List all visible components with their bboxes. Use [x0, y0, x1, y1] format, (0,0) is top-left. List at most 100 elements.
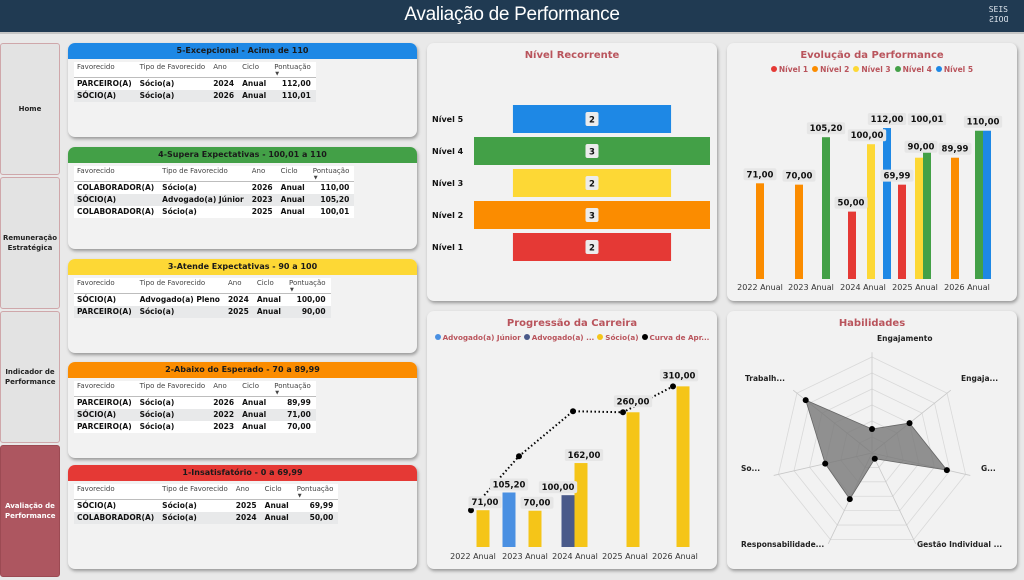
column-header[interactable]: Favorecido [74, 62, 137, 78]
radar-axis-label: G... [981, 464, 996, 473]
funnel-value-bg [585, 176, 599, 190]
table-cell: 50,00 [293, 512, 339, 524]
evolucao-data-label-bg [782, 169, 816, 182]
progressao-bar-junior[interactable] [502, 492, 516, 547]
legend-item[interactable]: Advogado(a) Júnior [434, 333, 521, 342]
table-row[interactable]: COLABORADOR(A) Sócio(a) 2026 Anual 110,00 [74, 181, 355, 194]
column-header-label: Ciclo [242, 382, 260, 390]
evolucao-bar-nível-2[interactable] [951, 157, 959, 279]
table-row[interactable]: SÓCIO(A) Advogado(a) Júnior 2023 Anual 105,2… [74, 194, 355, 206]
funnel-category-label: Nível 4 [432, 147, 464, 156]
column-header[interactable]: Favorecido [74, 278, 137, 294]
legend-item[interactable]: Curva de Apr... [641, 333, 709, 342]
legend-dot-icon [770, 66, 777, 72]
evolucao-bar-nível-1[interactable] [898, 184, 906, 279]
column-header[interactable]: Ano [224, 278, 254, 294]
column-header[interactable]: Tipo de Favorecido [136, 381, 211, 397]
column-header[interactable]: Favorecido [74, 381, 137, 397]
legend-item[interactable]: Nível 2 [812, 65, 849, 74]
column-header[interactable]: Ano [210, 381, 240, 397]
column-header[interactable]: Ciclo [239, 381, 272, 397]
table-row[interactable]: COLABORADOR(A) Sócio(a) 2025 Anual 100,01 [74, 206, 355, 218]
column-header[interactable]: Ano [210, 62, 240, 78]
radar-point[interactable] [846, 496, 853, 503]
curva-aprendizado-point[interactable] [620, 409, 626, 416]
progressao-chart: 2022 Anual 2023 Anual 2024 Anual 2025 Anual… [450, 369, 699, 561]
evolucao-bar-nível-5[interactable] [983, 130, 991, 279]
nav-remuneracao-estrategica[interactable]: Remuneração Estratégica [0, 177, 60, 309]
table-row[interactable]: SÓCIO(A) Sócio(a) 2022 Anual 71,00 [74, 409, 316, 421]
nav-avaliacao-performance[interactable]: Avaliação de Performance [0, 445, 60, 577]
column-header[interactable]: Ciclo [261, 484, 294, 500]
legend-item[interactable]: Advogado(a) ... [523, 333, 594, 342]
evolucao-bar-nível-3[interactable] [915, 157, 923, 279]
radar-point[interactable] [943, 467, 950, 474]
column-header[interactable]: Ciclo [277, 166, 310, 182]
radar-point[interactable] [802, 397, 809, 404]
nav-avaliacao-label: Avaliação de Performance [5, 502, 56, 520]
legend-item[interactable]: Sócio(a) [597, 333, 639, 342]
curva-aprendizado-point[interactable] [516, 453, 522, 460]
progressao-bar-pleno[interactable] [561, 495, 575, 547]
table-row[interactable]: PARCEIRO(A) Sócio(a) 2023 Anual 70,00 [74, 421, 316, 433]
progressao-bar-socio[interactable] [476, 510, 490, 547]
progressao-legend: Advogado(a) Júnior Advogado(a) ... Sócio(a… [427, 333, 717, 342]
table-row[interactable]: PARCEIRO(A) Sócio(a) 2026 Anual 89,99 [74, 396, 316, 409]
column-header[interactable]: Favorecido [74, 166, 160, 182]
table-cell: 2024 [232, 512, 262, 524]
evolucao-bar-nível-5[interactable] [883, 128, 891, 279]
nav-indicador-performance[interactable]: Indicador de Performance [0, 311, 60, 443]
column-header[interactable]: Tipo de Favorecido [136, 62, 211, 78]
radar-point[interactable] [906, 420, 913, 427]
column-header[interactable]: Tipo de Favorecido [159, 166, 249, 182]
column-header-label: Pontuação [312, 167, 350, 175]
column-header[interactable]: Pontuação ▼ [285, 278, 331, 294]
evolucao-bar-nível-2[interactable] [756, 183, 764, 279]
progressao-data-label: 71,00 [472, 498, 499, 508]
nav-home[interactable]: Home [0, 43, 60, 175]
funnel-value-label: 3 [589, 212, 595, 222]
column-header[interactable]: Favorecido [74, 484, 160, 500]
evolucao-bar-nível-4[interactable] [822, 137, 830, 279]
legend-item[interactable]: Nível 4 [894, 65, 932, 74]
radar-point[interactable] [869, 426, 875, 432]
table-row[interactable]: COLABORADOR(A) Sócio(a) 2024 Anual 50,00 [74, 512, 339, 524]
legend-item[interactable]: Nível 3 [853, 65, 891, 74]
column-header[interactable]: Pontuação ▼ [271, 381, 316, 397]
progressao-bar-socio[interactable] [626, 412, 640, 547]
column-header[interactable]: Pontuação ▼ [293, 484, 339, 500]
legend-label: Sócio(a) [605, 333, 639, 342]
evolucao-bar-nível-3[interactable] [867, 144, 875, 279]
curva-aprendizado-point[interactable] [570, 408, 576, 415]
legend-item[interactable]: Nível 5 [935, 65, 973, 74]
column-header[interactable]: Tipo de Favorecido [159, 484, 233, 500]
curva-aprendizado-point[interactable] [468, 507, 474, 514]
radar-point[interactable] [871, 455, 878, 462]
evolucao-bar-nível-4[interactable] [975, 130, 983, 279]
evolucao-bar-nível-2[interactable] [795, 184, 803, 279]
table-row[interactable]: PARCEIRO(A) Sócio(a) 2024 Anual 112,00 [74, 77, 316, 90]
column-header[interactable]: Ano [232, 484, 262, 500]
evolucao-bar-nível-1[interactable] [848, 211, 856, 279]
table-cell: Sócio(a) [136, 306, 225, 318]
table-row[interactable]: SÓCIO(A) Advogado(a) Pleno 2024 Anual 100,00 [74, 293, 331, 306]
progressao-bar-socio[interactable] [676, 386, 690, 547]
radar-point[interactable] [822, 460, 829, 467]
column-header[interactable]: Ciclo [239, 62, 272, 78]
table-row[interactable]: SÓCIO(A) Sócio(a) 2025 Anual 69,99 [74, 499, 339, 512]
column-header[interactable]: Tipo de Favorecido [136, 278, 225, 294]
column-header[interactable]: Pontuação ▼ [309, 166, 355, 182]
progressao-bar-socio[interactable] [528, 510, 542, 547]
legend-dot-icon [434, 334, 441, 340]
legend-item[interactable]: Nível 1 [770, 65, 808, 74]
table-row[interactable]: SÓCIO(A) Sócio(a) 2026 Anual 110,01 [74, 90, 316, 102]
column-header-label: Pontuação [274, 382, 311, 390]
curva-aprendizado-point[interactable] [670, 383, 676, 390]
progressao-bar-socio[interactable] [574, 463, 588, 547]
table-cell: SÓCIO(A) [74, 90, 137, 102]
column-header[interactable]: Pontuação ▼ [271, 62, 316, 78]
table-row[interactable]: PARCEIRO(A) Sócio(a) 2025 Anual 90,00 [74, 306, 331, 318]
evolucao-bar-nível-4[interactable] [923, 144, 931, 279]
column-header[interactable]: Ciclo [253, 278, 286, 294]
column-header[interactable]: Ano [248, 166, 278, 182]
